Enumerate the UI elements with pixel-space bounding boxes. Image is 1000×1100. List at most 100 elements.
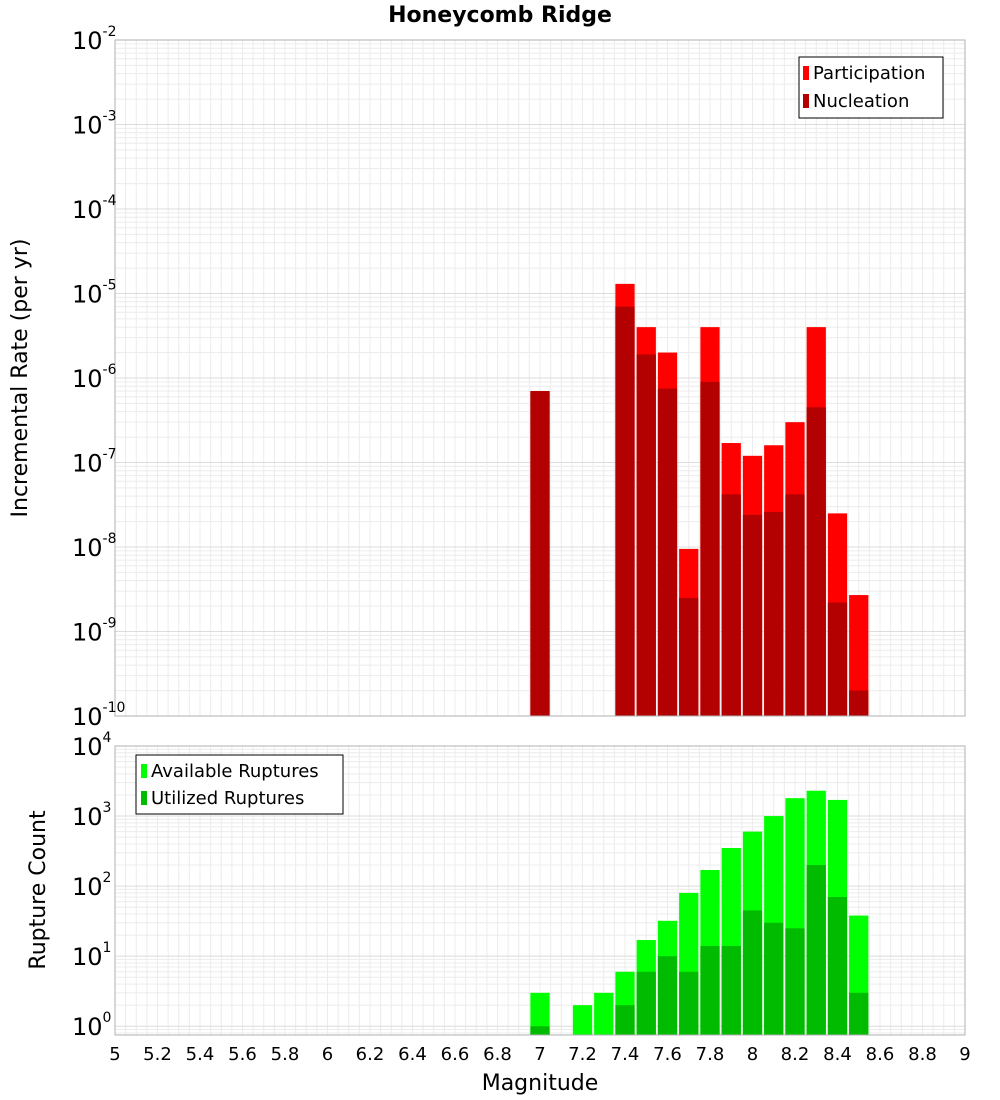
top-bar-nucleation — [742, 514, 763, 716]
x-tick-label: 8.2 — [781, 1044, 810, 1065]
x-tick-label: 5.4 — [186, 1044, 215, 1065]
top-legend: Participation Nucleation — [798, 56, 944, 119]
top-bar-nucleation — [827, 602, 848, 716]
x-tick-label: 6.6 — [441, 1044, 470, 1065]
x-tick-label: 7.8 — [696, 1044, 725, 1065]
top-legend-box — [798, 56, 944, 119]
top-y-tick-exponent: -3 — [103, 109, 117, 125]
top-y-tick-exponent: -4 — [103, 193, 117, 209]
x-tick-label: 6.4 — [398, 1044, 427, 1065]
top-bar-nucleation — [530, 391, 550, 716]
top-bar-nucleation — [785, 494, 805, 716]
bottom-y-tick-label: 104 — [72, 730, 112, 761]
bottom-bar-utilized-ruptures — [742, 910, 763, 1035]
x-tick-label: 8.6 — [866, 1044, 895, 1065]
x-tick-label: 5 — [109, 1044, 120, 1065]
top-y-tick-label: 10-8 — [72, 531, 117, 562]
top-y-tick-labels: 10-210-310-410-510-610-710-810-910-10 — [72, 24, 125, 731]
bottom-y-tick-exponent: 1 — [103, 940, 112, 956]
x-tick-label: 9 — [959, 1044, 970, 1065]
bottom-bar-utilized-ruptures — [636, 971, 656, 1035]
top-y-tick-exponent: -5 — [103, 278, 117, 294]
legend-label-utilized-ruptures: Utilized Ruptures — [151, 788, 304, 809]
top-y-tick-exponent: -6 — [103, 362, 117, 378]
top-y-tick-exponent: -2 — [103, 24, 117, 40]
top-y-tick-base: 10 — [72, 703, 103, 731]
bottom-y-tick-label: 100 — [72, 1010, 111, 1041]
legend-swatch-participation — [803, 66, 809, 80]
bottom-bar-utilized-ruptures — [657, 956, 678, 1035]
top-y-tick-label: 10-6 — [72, 362, 117, 393]
chart-title: Honeycomb Ridge — [388, 3, 612, 28]
top-bar-participation — [849, 595, 869, 716]
top-y-tick-label: 10-2 — [72, 24, 117, 55]
x-tick-label: 5.2 — [143, 1044, 172, 1065]
bottom-bar-utilized-ruptures — [849, 992, 869, 1035]
legend-label-participation: Participation — [813, 63, 925, 84]
legend-swatch-utilized-ruptures — [141, 791, 147, 805]
bottom-y-tick-base: 10 — [72, 873, 103, 901]
bottom-bar-utilized-ruptures — [679, 971, 699, 1035]
x-tick-label: 6.8 — [483, 1044, 512, 1065]
x-tick-label: 7.6 — [653, 1044, 682, 1065]
top-bar-nucleation — [764, 511, 784, 716]
top-bars — [530, 283, 869, 716]
bottom-bar-available-ruptures — [594, 992, 614, 1035]
bottom-y-tick-label: 101 — [72, 940, 111, 971]
bottom-y-tick-base: 10 — [72, 943, 103, 971]
top-y-tick-label: 10-10 — [72, 700, 125, 731]
bottom-y-tick-exponent: 0 — [103, 1010, 112, 1026]
top-bar-nucleation — [849, 690, 869, 716]
top-y-tick-label: 10-4 — [72, 193, 117, 224]
x-tick-label: 5.8 — [271, 1044, 300, 1065]
x-tick-label: 8.4 — [823, 1044, 852, 1065]
bottom-bar-utilized-ruptures — [827, 896, 848, 1035]
bottom-y-tick-base: 10 — [72, 733, 103, 761]
bottom-legend-box — [135, 754, 344, 815]
bottom-y-tick-label: 102 — [72, 870, 111, 901]
bottom-bar-utilized-ruptures — [785, 928, 805, 1035]
x-tick-label: 8.8 — [908, 1044, 937, 1065]
top-y-tick-label: 10-9 — [72, 616, 117, 647]
bottom-y-axis-label: Rupture Count — [26, 810, 51, 970]
top-y-tick-label: 10-7 — [72, 447, 117, 478]
x-tick-label: 5.6 — [228, 1044, 257, 1065]
top-y-tick-base: 10 — [72, 27, 103, 55]
x-tick-label: 8 — [747, 1044, 758, 1065]
bottom-y-tick-exponent: 4 — [103, 730, 112, 746]
x-tick-label: 7.4 — [611, 1044, 640, 1065]
x-tick-label: 6 — [322, 1044, 333, 1065]
top-bar-nucleation — [615, 306, 635, 716]
legend-label-nucleation: Nucleation — [813, 91, 909, 112]
top-y-tick-base: 10 — [72, 281, 103, 309]
top-y-tick-base: 10 — [72, 450, 103, 478]
x-tick-label: 7.2 — [568, 1044, 597, 1065]
bottom-bars — [530, 790, 869, 1035]
top-grid — [114, 39, 966, 717]
top-plot-frame — [114, 39, 966, 717]
bottom-bar-utilized-ruptures — [615, 1005, 635, 1035]
top-y-tick-base: 10 — [72, 365, 103, 393]
bottom-y-tick-label: 103 — [72, 800, 111, 831]
top-y-tick-exponent: -9 — [103, 616, 117, 632]
top-bar-nucleation — [806, 407, 826, 716]
bottom-legend: Available Ruptures Utilized Ruptures — [135, 754, 344, 815]
bottom-bar-utilized-ruptures — [700, 945, 720, 1035]
top-y-tick-base: 10 — [72, 196, 103, 224]
bottom-plot-frame — [114, 745, 966, 1036]
legend-swatch-nucleation — [803, 94, 809, 108]
top-y-tick-base: 10 — [72, 534, 103, 562]
bottom-bar-available-ruptures — [572, 1005, 593, 1035]
top-y-tick-exponent: -7 — [103, 447, 117, 463]
bottom-bar-utilized-ruptures — [530, 1026, 550, 1035]
top-y-tick-label: 10-3 — [72, 109, 117, 140]
legend-label-available-ruptures: Available Ruptures — [151, 761, 319, 782]
bottom-y-tick-exponent: 3 — [103, 800, 112, 816]
x-tick-label: 6.2 — [356, 1044, 385, 1065]
top-y-axis-label: Incremental Rate (per yr) — [8, 239, 33, 518]
legend-swatch-available-ruptures — [141, 764, 147, 778]
bottom-y-tick-base: 10 — [72, 1013, 103, 1041]
bottom-bar-available-ruptures — [530, 992, 550, 1035]
